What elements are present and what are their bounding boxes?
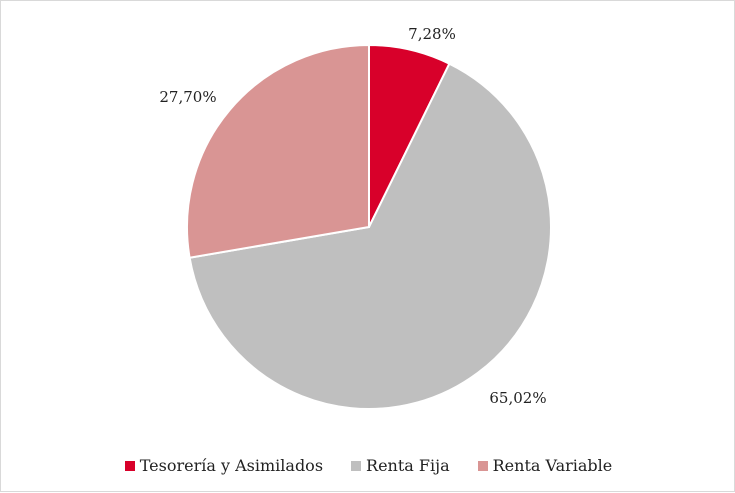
- legend-swatch: [124, 460, 135, 471]
- legend-swatch: [351, 460, 362, 471]
- legend: Tesorería y Asimilados Renta Fija Renta Va…: [1, 456, 735, 475]
- data-label-2: 65,02%: [489, 389, 546, 407]
- legend-item-3: Renta Variable: [477, 456, 613, 475]
- legend-label: Renta Fija: [366, 456, 450, 475]
- data-label-3: 27,70%: [159, 88, 216, 106]
- legend-item-1: Tesorería y Asimilados: [124, 456, 324, 475]
- pie-slice-3: [186, 43, 370, 259]
- legend-swatch: [477, 460, 488, 471]
- pie-slice-2: [188, 62, 552, 410]
- legend-label: Renta Variable: [492, 456, 613, 475]
- legend-label: Tesorería y Asimilados: [139, 456, 324, 475]
- data-label-1: 7,28%: [408, 25, 456, 43]
- legend-item-2: Renta Fija: [351, 456, 450, 475]
